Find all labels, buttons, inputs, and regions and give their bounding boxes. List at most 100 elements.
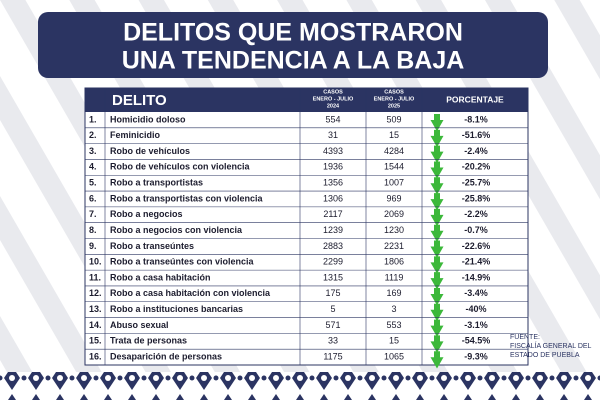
percentage: -21.4% (462, 257, 491, 267)
source: ESTADO DE PUEBLA (510, 352, 580, 359)
cases-2024: 2299 (323, 257, 343, 267)
cases-2024: 4393 (323, 146, 343, 156)
cases-2025: 509 (386, 114, 401, 124)
delito: Abuso sexual (110, 320, 169, 330)
delito: Robo a instituciones bancarias (110, 304, 243, 314)
percentage: -54.5% (462, 336, 491, 346)
cases-2024: 1239 (323, 225, 343, 235)
cases-2024: 33 (328, 336, 338, 346)
delito: Robo a casa habitación con violencia (110, 288, 271, 298)
down-arrow (430, 208, 444, 227)
cases-2024: 5 (330, 304, 335, 314)
percentage: -20.2% (462, 162, 491, 172)
cases-2024: 1356 (323, 178, 343, 188)
cases-2024: 2117 (323, 209, 342, 219)
header-cell: DELITO (112, 92, 167, 109)
percentage: -2.4% (464, 146, 488, 156)
cases-2024: 1306 (323, 193, 343, 203)
down-arrow (430, 256, 444, 274)
table-body (84, 87, 529, 366)
title-line: DELITOS QUE MOSTRARON (123, 19, 463, 47)
delito: Desaparición de personas (110, 351, 222, 361)
down-arrow (430, 177, 444, 195)
delito: Robo a transportistas con violencia (110, 193, 264, 203)
cases-2025: 15 (389, 130, 399, 140)
cases-2024: 1315 (323, 272, 343, 282)
row-number: 10. (89, 257, 102, 267)
percentage: -0.7% (464, 225, 488, 235)
row-number: 14. (89, 320, 102, 330)
delito: Trata de personas (110, 336, 187, 346)
row-number: 6. (89, 193, 97, 203)
header-cell: PORCENTAJE (446, 94, 504, 104)
source: FUENTE: (510, 334, 540, 341)
down-arrow (430, 161, 444, 179)
down-arrow (430, 303, 444, 322)
delito: Robo a casa habitación (110, 272, 211, 282)
header-cell: ENERO - JULIO (313, 96, 354, 102)
row-number: 5. (89, 178, 97, 188)
cases-2024: 175 (325, 288, 340, 298)
source: FISCALÍA GENERAL DEL (510, 341, 592, 350)
percentage: -8.1% (464, 114, 488, 124)
cases-2024: 554 (325, 114, 340, 124)
row-number: 7. (89, 209, 97, 219)
row-number: 3. (89, 146, 97, 156)
title-banner (38, 12, 548, 78)
cases-2024: 1175 (323, 351, 342, 361)
down-arrow (430, 351, 444, 369)
header-cell: ENERO - JULIO (374, 96, 415, 102)
percentage: -25.7% (462, 178, 491, 188)
row-number: 2. (89, 130, 97, 140)
down-arrow (430, 335, 444, 353)
down-arrow (430, 114, 444, 132)
cases-2025: 1065 (384, 351, 404, 361)
header-row (85, 88, 528, 112)
cases-2025: 3 (391, 304, 396, 314)
percentage: -14.9% (462, 272, 491, 282)
down-arrow (430, 224, 444, 242)
cases-2025: 1230 (384, 225, 404, 235)
cases-2024: 571 (325, 320, 340, 330)
cases-2024: 2883 (323, 241, 343, 251)
percentage: -51.6% (462, 130, 491, 140)
down-arrow (430, 129, 444, 148)
percentage: -2.2% (464, 209, 488, 219)
row-number: 12. (89, 288, 102, 298)
down-arrow (430, 145, 444, 163)
percentage: -25.8% (462, 193, 491, 203)
percentage: -40% (465, 304, 486, 314)
row-number: 1. (89, 114, 97, 124)
cases-2025: 2231 (384, 241, 404, 251)
decorative-border (0, 372, 600, 400)
header-cell: CASOS (384, 89, 404, 95)
cases-2025: 969 (386, 193, 401, 203)
percentage: -3.4% (464, 288, 488, 298)
header-cell: 2024 (327, 103, 340, 109)
delito: Homicidio doloso (110, 114, 186, 124)
row-number: 4. (89, 162, 97, 172)
cases-2024: 31 (328, 130, 338, 140)
title-line: UNA TENDENCIA A LA BAJA (122, 47, 465, 75)
percentage: -3.1% (464, 320, 488, 330)
delito: Feminicidio (110, 130, 161, 140)
cases-2025: 1119 (385, 272, 404, 282)
cases-2025: 1806 (384, 257, 404, 267)
down-arrow (430, 240, 444, 258)
cases-2024: 1936 (323, 162, 343, 172)
delito: Robo a negocios con violencia (110, 225, 243, 235)
delito: Robo de vehículos con violencia (110, 162, 251, 172)
cases-2025: 169 (386, 288, 401, 298)
down-arrow (430, 193, 444, 211)
header-cell: 2025 (388, 103, 400, 109)
down-arrow (430, 272, 444, 290)
cases-2025: 1007 (384, 178, 404, 188)
down-arrow (430, 319, 444, 337)
delito: Robo a transportistas (110, 178, 203, 188)
cases-2025: 553 (386, 320, 401, 330)
cases-2025: 15 (389, 336, 399, 346)
cases-2025: 4284 (384, 146, 404, 156)
row-number: 15. (89, 336, 102, 346)
cases-2025: 2069 (384, 209, 404, 219)
delito: Robo a transeúntes (110, 241, 194, 251)
